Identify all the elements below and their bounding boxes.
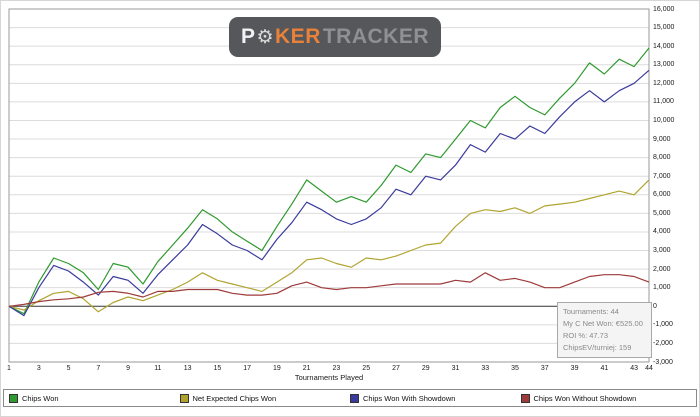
x-axis-tick-label: 7 [96, 365, 101, 372]
y-axis-tick-label: 14,000 [653, 42, 675, 50]
x-axis-tick-label: 33 [481, 365, 490, 372]
x-axis-tick-label: 21 [302, 365, 311, 372]
y-axis-tick-label: -1,000 [653, 321, 673, 329]
x-axis-tick-label: 43 [630, 365, 638, 372]
x-axis-tick-label: 5 [66, 365, 71, 372]
legend-swatch-icon [179, 393, 189, 403]
y-axis-tick-label: 12,000 [653, 79, 675, 87]
legend-label: Chips Won [22, 393, 59, 403]
y-axis-tick-label: 4,000 [653, 228, 671, 236]
y-axis-tick-label: 9,000 [653, 135, 671, 143]
x-axis-tick-label: 31 [451, 365, 460, 372]
y-axis-tick-label: -2,000 [653, 339, 673, 347]
y-axis-tick-label: 3,000 [653, 247, 671, 255]
x-axis-tick-label: 27 [392, 365, 400, 372]
legend-swatch-icon [9, 393, 18, 403]
y-axis-tick-label: 13,000 [653, 61, 675, 69]
x-axis-tick-label: 1 [7, 365, 11, 372]
y-axis-tick-label: 8,000 [653, 154, 671, 162]
legend-item: Chips Won Without Showdown [520, 393, 692, 403]
x-axis-tick-label: 9 [126, 365, 131, 372]
y-axis-tick-label: 16,000 [653, 5, 675, 13]
x-axis-tick-label: 15 [213, 365, 222, 372]
series-line-net-expected-chips-won [8, 179, 650, 313]
y-axis-tick-label: 2,000 [653, 265, 671, 273]
legend-item: Chips Won With Showdown [350, 393, 521, 403]
legend-item: Chips Won [9, 393, 180, 403]
plot-border [8, 8, 650, 363]
y-axis-tick-label: 1,000 [653, 284, 671, 292]
x-axis-tick-label: 39 [570, 365, 579, 372]
x-axis-tick-label: 25 [362, 365, 371, 372]
series-line-chips-won-with-showdown [8, 69, 650, 317]
stats-tooltip: Tournaments: 44 My C Net Won: €525.00 RO… [557, 302, 652, 358]
legend-item: Net Expected Chips Won [179, 393, 351, 403]
y-axis-tick-label: 0 [653, 302, 657, 310]
pokertracker-watermark: P ⚙ KER TRACKER [229, 17, 441, 57]
x-axis-title: Tournaments Played [294, 373, 364, 382]
watermark-text-tracker: TRACKER [322, 25, 430, 48]
legend: Chips Won Net Expected Chips Won Chips Won… [3, 389, 697, 407]
tooltip-line-tournaments: Tournaments: 44 [563, 307, 619, 316]
x-axis-tick-label: 19 [273, 365, 281, 372]
x-axis-tick-label: 35 [511, 365, 519, 372]
x-axis-tick-label: 13 [183, 365, 192, 372]
legend-label: Chips Won With Showdown [363, 393, 456, 403]
x-axis-tick-label: 17 [243, 365, 252, 372]
x-axis-tick-label: 44 [645, 365, 653, 372]
watermark-text-ker: KER [275, 25, 321, 48]
x-axis-tick-label: 23 [332, 365, 341, 372]
legend-swatch-icon [350, 393, 359, 403]
y-axis-tick-label: 7,000 [653, 172, 671, 180]
y-axis-tick-label: 11,000 [653, 98, 674, 106]
tooltip-line-net-won: My C Net Won: €525.00 [563, 319, 643, 328]
x-axis-tick-label: 37 [540, 365, 549, 372]
legend-label: Chips Won Without Showdown [533, 393, 637, 403]
tooltip-line-chipsev: ChipsEV/turniej: 159 [563, 343, 632, 352]
x-axis-tick-label: 11 [154, 365, 162, 372]
series-line-chips-won-without-showdown [8, 272, 650, 307]
legend-swatch-icon [520, 393, 530, 403]
watermark-text-p: P [240, 25, 256, 48]
x-axis-tick-label: 3 [36, 365, 41, 372]
series-line-chips-won [8, 47, 650, 315]
y-axis-tick-label: 10,000 [653, 116, 675, 124]
x-axis-tick-label: 29 [421, 365, 430, 372]
tooltip-line-roi: ROI %: 47.73 [563, 331, 609, 340]
x-axis-tick-label: 41 [600, 365, 609, 372]
gear-icon: ⚙ [256, 26, 275, 48]
y-axis-tick-label: -3,000 [653, 358, 673, 366]
y-axis-tick-label: 5,000 [653, 209, 671, 217]
legend-label: Net Expected Chips Won [192, 393, 277, 403]
y-axis-tick-label: 15,000 [653, 24, 675, 32]
y-axis-tick-label: 6,000 [653, 191, 671, 199]
